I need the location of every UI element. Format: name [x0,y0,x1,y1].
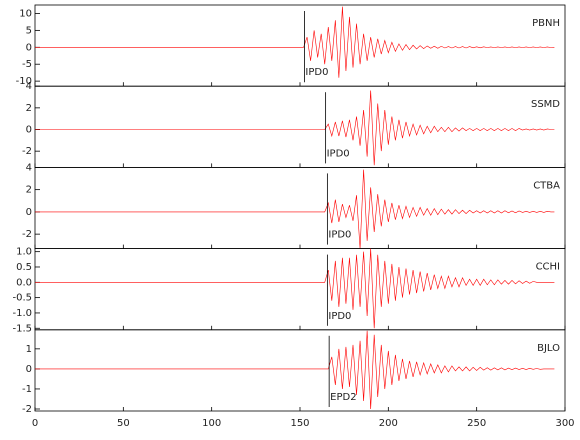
waveform [35,6,555,78]
phase-label: IPD0 [305,67,328,78]
station-name: SSMD [531,99,560,110]
y-tick-label: 0 [26,42,32,53]
x-tick-label: 150 [290,418,309,429]
y-tick-label: 0 [26,207,32,218]
phase-label: IPD0 [327,148,350,159]
y-tick-label: 2 [26,103,32,114]
y-tick-label: 2 [26,185,32,196]
y-tick-label: 0 [26,364,32,375]
y-tick-label: -2 [22,404,32,415]
panel-frame [34,166,566,249]
x-tick-label: 250 [467,418,486,429]
waveform [35,90,555,166]
y-tick-label: -1.5 [12,323,32,334]
panel-frame [34,248,566,331]
x-tick-label: 100 [202,418,221,429]
station-name: BJLO [537,343,560,354]
y-tick-label: -5 [22,59,32,70]
y-tick-label: -1 [22,384,32,395]
phase-label: EPD2 [330,392,356,403]
y-tick-label: -0.5 [12,293,32,304]
waveform [35,330,555,410]
y-tick-label: -2 [22,146,32,157]
y-tick-label: 1.0 [16,247,32,258]
y-tick-label: 10 [19,8,32,19]
phase-label: IPD0 [328,230,351,241]
station-name: PBNH [532,18,560,29]
waveform [35,169,555,249]
y-tick-label: 0.0 [16,277,32,288]
station-name: CCHI [536,262,560,273]
y-tick-label: 0.5 [16,262,32,273]
panel-frame [34,4,566,87]
y-tick-label: 4 [26,81,32,92]
x-tick-label: 200 [379,418,398,429]
y-tick-label: -10 [16,76,32,87]
y-tick-label: 5 [26,25,32,36]
x-tick-label: 0 [32,418,38,429]
station-name: CTBA [533,180,560,191]
panel-frame [34,85,566,168]
phase-label: IPD0 [328,311,351,322]
y-tick-label: -2 [22,229,32,240]
x-tick-label: 300 [555,418,574,429]
x-tick-label: 50 [117,418,130,429]
y-tick-label: 4 [26,162,32,173]
y-tick-label: 1 [26,344,32,355]
y-tick-label: 0 [26,125,32,136]
waveform [35,248,555,329]
panel-frame [34,329,566,412]
y-tick-label: -1.0 [12,308,32,319]
